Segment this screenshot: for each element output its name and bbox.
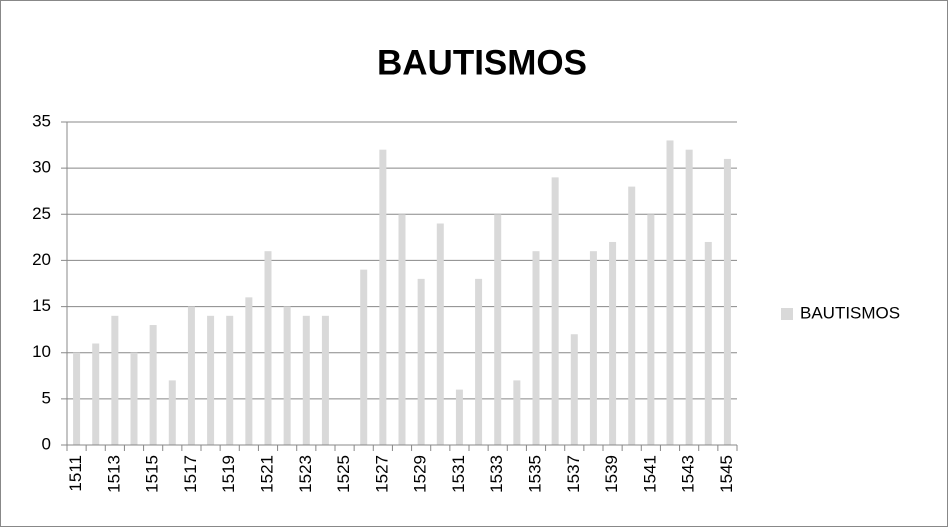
bar bbox=[570, 334, 578, 445]
x-tick-label: 1539 bbox=[602, 455, 621, 493]
bar bbox=[302, 315, 310, 445]
bar bbox=[264, 251, 272, 445]
bar bbox=[704, 241, 712, 445]
bar bbox=[647, 214, 655, 445]
bar bbox=[398, 214, 406, 445]
y-tick-label: 20 bbox=[32, 250, 51, 269]
x-tick-label: 1513 bbox=[104, 455, 123, 493]
legend-label: BAUTISMOS bbox=[800, 303, 900, 322]
x-tick-label: 1535 bbox=[525, 455, 544, 493]
bar bbox=[513, 380, 521, 445]
x-tick-label: 1523 bbox=[296, 455, 315, 493]
bar bbox=[187, 306, 195, 445]
bar bbox=[321, 315, 329, 445]
x-tick-label: 1543 bbox=[679, 455, 698, 493]
x-tick-label: 1531 bbox=[449, 455, 468, 493]
bar bbox=[436, 223, 444, 445]
bar bbox=[130, 352, 138, 445]
x-tick-label: 1519 bbox=[219, 455, 238, 493]
legend-swatch bbox=[781, 308, 793, 320]
bar bbox=[589, 251, 597, 445]
x-tick-label: 1533 bbox=[487, 455, 506, 493]
y-tick-label: 5 bbox=[42, 388, 51, 407]
x-tick-label: 1537 bbox=[564, 455, 583, 493]
bar bbox=[360, 269, 368, 445]
bar bbox=[666, 140, 674, 445]
x-tick-label: 1525 bbox=[334, 455, 353, 493]
x-tick-label: 1541 bbox=[640, 455, 659, 493]
bar bbox=[245, 297, 253, 445]
bar bbox=[283, 306, 291, 445]
bar bbox=[92, 343, 100, 445]
bar bbox=[723, 158, 731, 445]
bar bbox=[73, 352, 81, 445]
y-tick-label: 25 bbox=[32, 204, 51, 223]
bar bbox=[168, 380, 176, 445]
bar bbox=[532, 251, 540, 445]
bar bbox=[494, 214, 502, 445]
bar bbox=[609, 241, 617, 445]
x-tick-label: 1545 bbox=[717, 455, 736, 493]
bar bbox=[207, 315, 215, 445]
x-tick-label: 1517 bbox=[181, 455, 200, 493]
y-tick-label: 35 bbox=[32, 111, 51, 130]
x-tick-label: 1515 bbox=[143, 455, 162, 493]
y-tick-label: 15 bbox=[32, 296, 51, 315]
y-tick-label: 10 bbox=[32, 342, 51, 361]
x-tick-label: 1527 bbox=[372, 455, 391, 493]
bar bbox=[475, 278, 483, 445]
y-tick-label: 30 bbox=[32, 158, 51, 177]
x-tick-label: 1529 bbox=[411, 455, 430, 493]
y-tick-label: 0 bbox=[42, 434, 51, 453]
bar bbox=[149, 325, 157, 445]
bar bbox=[628, 186, 636, 445]
bar bbox=[551, 177, 559, 445]
x-tick-label: 1511 bbox=[66, 455, 85, 492]
bar bbox=[417, 278, 425, 445]
bar bbox=[455, 389, 463, 445]
bar bbox=[111, 315, 119, 445]
x-tick-label: 1521 bbox=[257, 455, 276, 493]
bar bbox=[379, 149, 387, 445]
chart-title: BAUTISMOS bbox=[377, 43, 587, 82]
bar bbox=[226, 315, 234, 445]
bar bbox=[685, 149, 693, 445]
